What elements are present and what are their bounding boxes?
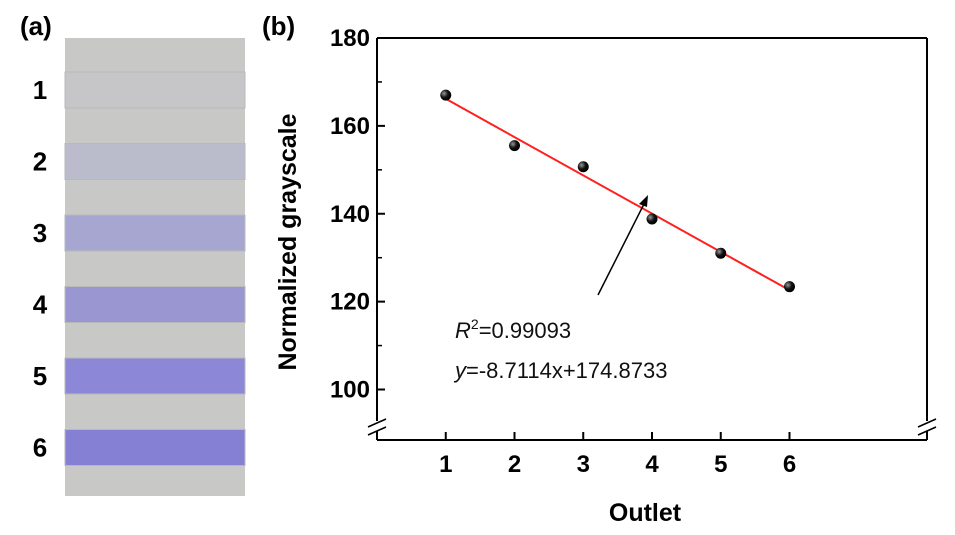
y-ticks: 100 120 140 160 180 xyxy=(330,25,385,404)
strip-band-5 xyxy=(64,357,246,395)
strip-label-5: 5 xyxy=(33,361,47,391)
strip-label-2: 2 xyxy=(33,147,47,177)
strip-band-4 xyxy=(64,286,246,323)
axis-break-mark xyxy=(917,426,937,436)
fit-line xyxy=(445,97,790,292)
strip-band-2 xyxy=(64,143,246,180)
x-axis-title: Outlet xyxy=(609,499,682,527)
x-tick-label: 4 xyxy=(645,451,659,478)
strip-band-3 xyxy=(64,214,246,252)
panel-b-label: (b) xyxy=(262,11,295,41)
x-tick-label: 5 xyxy=(714,451,727,478)
annotation-arrow xyxy=(597,195,648,296)
y-tick-label: 180 xyxy=(330,25,370,52)
strip-label-4: 4 xyxy=(33,290,48,320)
strip-band-1 xyxy=(64,71,246,109)
strip-background xyxy=(65,38,245,496)
x-tick-label: 2 xyxy=(508,451,521,478)
x-tick-label: 3 xyxy=(577,451,590,478)
data-point xyxy=(577,161,589,173)
y-tick-label: 160 xyxy=(330,113,370,140)
axis-break-mark xyxy=(367,418,387,428)
fit-equation-label: y=-8.7114x+174.8733 xyxy=(453,358,667,383)
data-point xyxy=(440,89,452,101)
strip-bands xyxy=(64,71,246,466)
strip-band-6 xyxy=(64,429,246,466)
data-points xyxy=(440,89,795,293)
strip-label-3: 3 xyxy=(33,218,47,248)
x-tick-label: 1 xyxy=(439,451,452,478)
strip-panel: 1 2 3 4 5 6 xyxy=(33,38,246,496)
data-point xyxy=(784,281,795,293)
x-ticks: 1 2 3 4 5 6 xyxy=(439,432,796,478)
y-tick-label: 100 xyxy=(330,377,370,404)
data-point xyxy=(646,213,658,225)
data-point xyxy=(715,247,727,259)
axis-break-mark xyxy=(917,418,937,428)
data-point xyxy=(509,140,520,152)
r-squared-label: R2=0.99093 xyxy=(455,316,571,343)
y-tick-label: 140 xyxy=(330,201,370,228)
strip-labels: 1 2 3 4 5 6 xyxy=(33,75,48,463)
y-tick-label: 120 xyxy=(330,289,370,316)
plot-panel: 100 120 140 160 180 1 2 3 4 5 6 Outlet Normalized… xyxy=(274,25,937,527)
strip-label-6: 6 xyxy=(33,433,47,463)
strip-label-1: 1 xyxy=(33,75,47,105)
y-axis-title: Normalized grayscale xyxy=(274,113,302,370)
x-tick-label: 6 xyxy=(783,451,796,478)
panel-a-label: (a) xyxy=(20,11,52,41)
axis-break-mark xyxy=(367,426,387,436)
